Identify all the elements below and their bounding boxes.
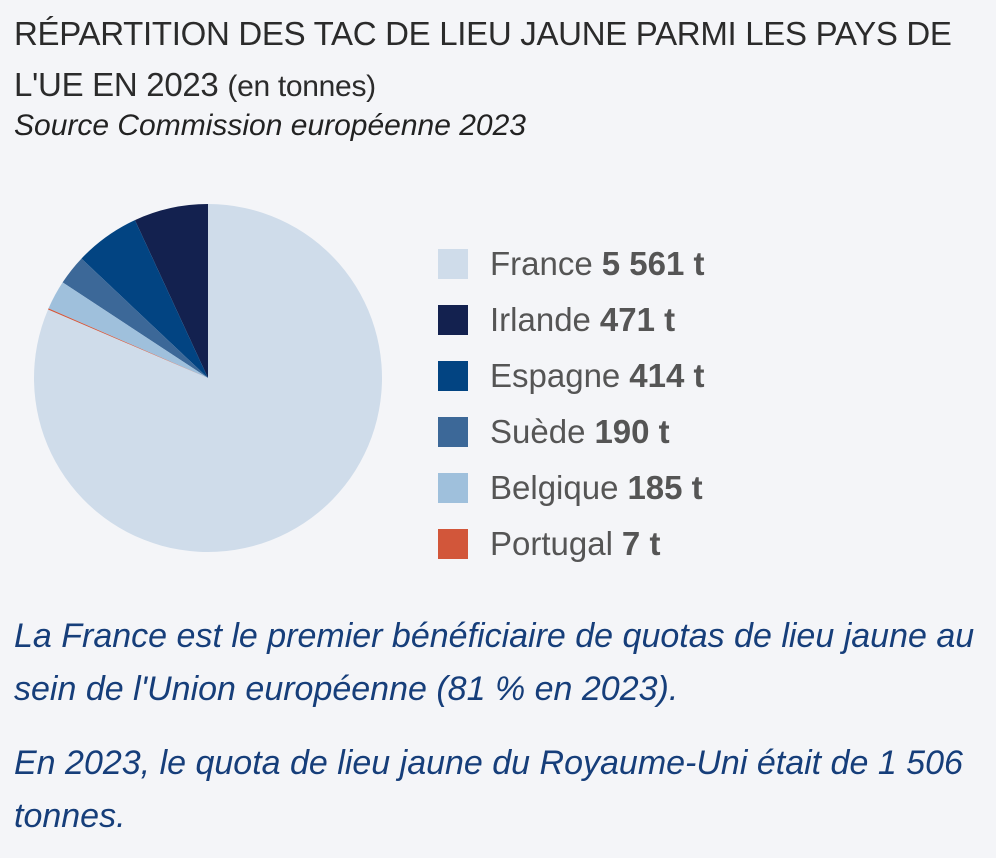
- legend-value-espagne: 414 t: [629, 357, 705, 394]
- legend-label-belgique: Belgique: [490, 469, 619, 506]
- chart-title: RÉPARTITION DES TAC DE LIEU JAUNE PARMI …: [14, 8, 984, 112]
- note-france-share: La France est le premier bénéficiaire de…: [14, 617, 975, 708]
- legend-swatch-france: [438, 249, 468, 279]
- pie-chart: [33, 204, 383, 552]
- legend-label-suede: Suède: [490, 413, 586, 450]
- legend-item-espagne: Espagne 414 t: [438, 348, 705, 404]
- legend-item-suede: Suède 190 t: [438, 404, 705, 460]
- legend-swatch-portugal: [438, 529, 468, 559]
- legend-swatch-belgique: [438, 473, 468, 503]
- legend-value-belgique: 185 t: [627, 469, 703, 506]
- legend-value-france: 5 561 t: [601, 245, 705, 282]
- legend-item-belgique: Belgique 185 t: [438, 460, 705, 516]
- legend-value-suede: 190 t: [594, 413, 670, 450]
- chart-source: Source Commission européenne 2023: [14, 109, 526, 142]
- legend-label-france: France: [490, 245, 593, 282]
- legend-item-france: France 5 561 t: [438, 236, 705, 292]
- legend-swatch-irlande: [438, 305, 468, 335]
- legend-swatch-suede: [438, 417, 468, 447]
- pie-slice-irlande: [134, 204, 208, 378]
- pie-slice-espagne: [81, 220, 208, 378]
- legend-label-portugal: Portugal: [490, 525, 613, 562]
- legend-label-espagne: Espagne: [490, 357, 621, 394]
- pie-slice-portugal: [48, 308, 208, 378]
- pie-slice-suede: [62, 258, 208, 378]
- legend-swatch-espagne: [438, 361, 468, 391]
- chart-title-main: RÉPARTITION DES TAC DE LIEU JAUNE PARMI …: [14, 15, 952, 103]
- pie-slice-belgique: [48, 282, 208, 378]
- legend-item-portugal: Portugal 7 t: [438, 516, 705, 572]
- chart-legend: France 5 561 t Irlande 471 t Espagne 414 t Suè…: [438, 236, 705, 572]
- legend-label-irlande: Irlande: [490, 301, 591, 338]
- legend-value-portugal: 7 t: [621, 525, 661, 562]
- chart-title-unit: (en tonnes): [227, 70, 376, 103]
- legend-item-irlande: Irlande 471 t: [438, 292, 705, 348]
- note-uk-quota: En 2023, le quota de lieu jaune du Royau…: [14, 744, 963, 835]
- pie-slice-france: [33, 204, 383, 552]
- legend-value-irlande: 471 t: [599, 301, 676, 338]
